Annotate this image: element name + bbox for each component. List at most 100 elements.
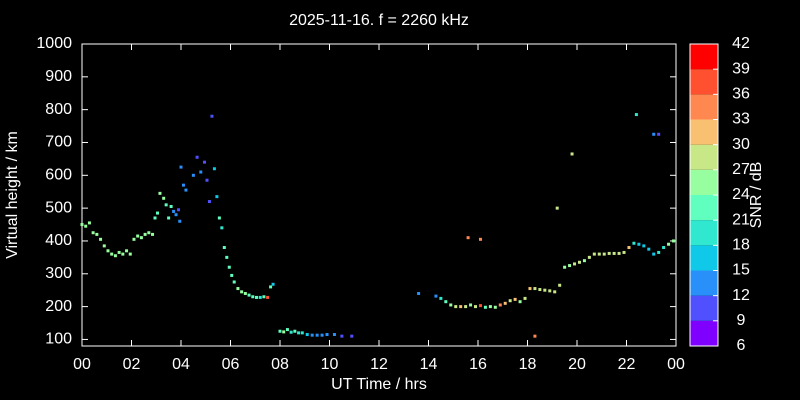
data-point bbox=[179, 165, 183, 169]
data-point bbox=[230, 273, 234, 277]
data-point bbox=[632, 241, 636, 245]
colorbar-band bbox=[690, 270, 718, 296]
data-point bbox=[332, 333, 336, 337]
colorbar-tick-label: 24 bbox=[732, 186, 750, 203]
data-point bbox=[508, 299, 512, 303]
data-point bbox=[597, 252, 601, 256]
colorbar-tick-label: 36 bbox=[732, 86, 750, 103]
x-tick-label: 16 bbox=[469, 356, 487, 373]
data-point bbox=[266, 295, 270, 299]
data-point bbox=[128, 252, 132, 256]
data-point bbox=[155, 211, 159, 215]
data-point bbox=[236, 287, 240, 291]
data-point bbox=[315, 333, 319, 337]
data-point bbox=[106, 249, 110, 253]
data-point bbox=[195, 155, 199, 159]
data-point bbox=[184, 188, 188, 192]
data-point bbox=[153, 216, 157, 220]
data-point bbox=[136, 234, 140, 238]
data-point bbox=[177, 208, 181, 212]
data-point bbox=[207, 200, 211, 204]
data-point bbox=[627, 246, 631, 250]
colorbar-tick-label: 21 bbox=[732, 211, 750, 228]
data-point bbox=[657, 250, 661, 254]
colorbar-tick-label: 33 bbox=[732, 111, 750, 128]
data-point bbox=[240, 290, 244, 294]
data-point bbox=[282, 330, 286, 334]
data-point bbox=[320, 333, 324, 337]
data-point bbox=[269, 285, 273, 289]
data-point bbox=[285, 328, 289, 332]
data-point bbox=[243, 291, 247, 295]
data-point bbox=[652, 132, 656, 136]
data-point bbox=[251, 295, 255, 299]
data-point bbox=[538, 288, 542, 292]
colorbar-tick-label: 18 bbox=[732, 237, 750, 254]
x-tick-label: 06 bbox=[222, 356, 240, 373]
data-point bbox=[95, 232, 99, 236]
data-point bbox=[672, 239, 676, 243]
data-point bbox=[555, 206, 559, 210]
data-point bbox=[222, 246, 226, 250]
data-point bbox=[87, 221, 91, 225]
data-point bbox=[582, 259, 586, 263]
colorbar-band bbox=[690, 44, 718, 70]
data-point bbox=[488, 305, 492, 309]
x-tick-label: 08 bbox=[271, 356, 289, 373]
data-point bbox=[258, 295, 262, 299]
data-point bbox=[117, 250, 121, 254]
data-point bbox=[232, 280, 236, 284]
y-tick-label: 700 bbox=[45, 134, 72, 151]
x-tick-label: 22 bbox=[618, 356, 636, 373]
colorbar-band bbox=[690, 195, 718, 221]
data-point bbox=[310, 333, 314, 337]
data-point bbox=[199, 170, 203, 174]
colorbar-tick-label: 30 bbox=[732, 136, 750, 153]
data-point bbox=[563, 265, 567, 269]
data-point bbox=[210, 114, 214, 118]
colorbar-band bbox=[690, 169, 718, 195]
y-tick-label: 400 bbox=[45, 232, 72, 249]
data-point bbox=[607, 251, 611, 255]
data-point bbox=[181, 183, 185, 187]
y-axis-label: Virtual height / km bbox=[4, 131, 21, 259]
data-point bbox=[667, 242, 671, 246]
data-point bbox=[151, 232, 155, 236]
x-tick-label: 04 bbox=[172, 356, 190, 373]
data-point bbox=[178, 219, 182, 223]
data-point bbox=[533, 287, 537, 291]
data-point bbox=[167, 216, 171, 220]
x-tick-label: 14 bbox=[420, 356, 438, 373]
data-point bbox=[533, 334, 537, 338]
y-tick-label: 100 bbox=[45, 331, 72, 348]
data-point bbox=[91, 231, 95, 235]
x-tick-label: 02 bbox=[123, 356, 141, 373]
data-point bbox=[132, 237, 136, 241]
colorbar-band bbox=[690, 320, 718, 346]
data-point bbox=[587, 255, 591, 259]
colorbar-tick-label: 15 bbox=[732, 262, 750, 279]
colorbar-tick-label: 27 bbox=[732, 161, 750, 178]
data-point bbox=[350, 334, 354, 338]
data-point bbox=[110, 252, 114, 256]
data-point bbox=[543, 288, 547, 292]
data-point bbox=[80, 223, 84, 227]
data-point bbox=[478, 304, 482, 308]
data-point bbox=[293, 329, 297, 333]
data-point bbox=[570, 152, 574, 156]
data-point bbox=[262, 295, 266, 299]
data-point bbox=[434, 294, 438, 298]
data-point bbox=[439, 296, 443, 300]
data-point bbox=[634, 113, 638, 117]
x-tick-label: 10 bbox=[321, 356, 339, 373]
data-point bbox=[164, 203, 168, 207]
colorbar-band bbox=[690, 295, 718, 321]
x-tick-label: 20 bbox=[568, 356, 586, 373]
data-point bbox=[478, 237, 482, 241]
y-tick-label: 200 bbox=[45, 298, 72, 315]
data-point bbox=[474, 305, 478, 309]
colorbar-band bbox=[690, 220, 718, 246]
data-point bbox=[225, 255, 229, 259]
data-point bbox=[84, 224, 88, 228]
